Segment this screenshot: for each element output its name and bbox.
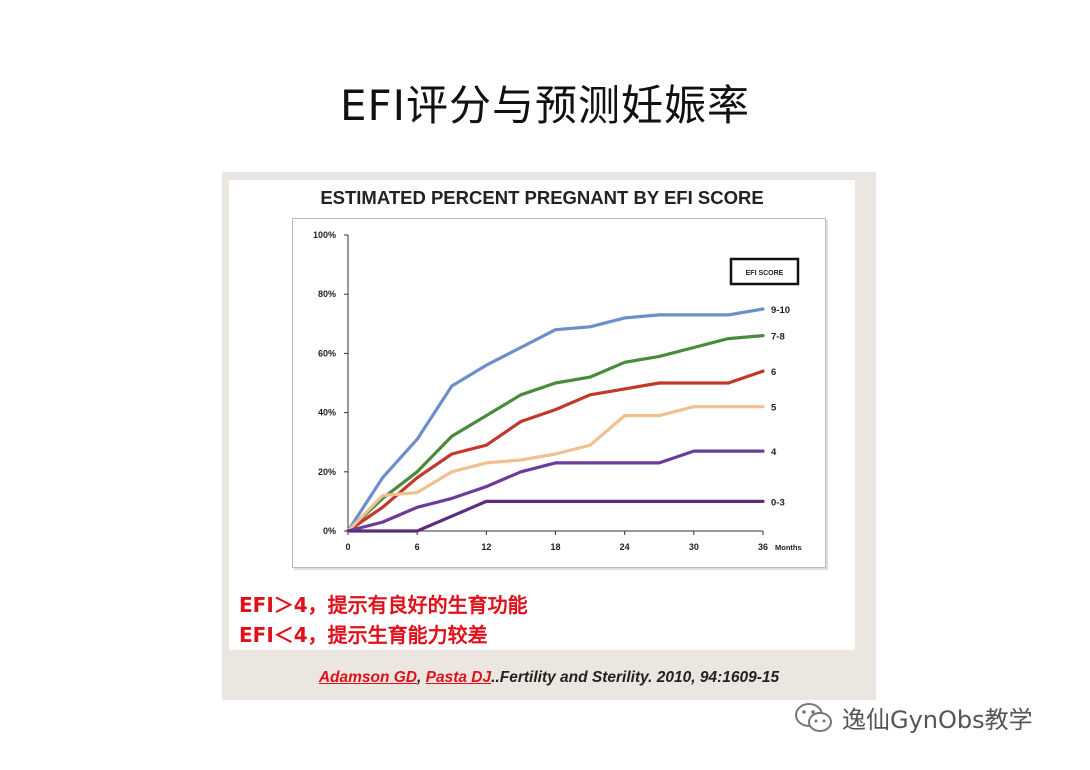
citation: Adamson GD, Pasta DJ..Fertility and Ster… [222,669,876,687]
citation-rest: ..Fertility and Sterility. 2010, 94:1609… [491,669,780,686]
watermark-text: 逸仙GynObs教学 [842,706,1033,734]
chart-box: 0% 20% 40% 60% 80% 100% 0 6 12 18 24 30 36 Months 9-10… [292,218,826,568]
series-line-7-8 [346,333,765,533]
y-tick-label: 20% [318,467,336,477]
note-line-1: EFI＞4，提示有良好的生育功能 [239,593,528,617]
x-tick-label: 12 [481,542,491,552]
slide-title: EFI评分与预测妊娠率 [339,81,751,130]
y-tick-label: 60% [318,348,336,358]
figure-inner: ESTIMATED PERCENT PREGNANT BY EFI SCORE … [229,180,855,650]
y-tick-label: 80% [318,289,336,299]
x-tick-label: 18 [550,542,560,552]
citation-sep: , [417,669,426,686]
x-tick-label: 0 [345,542,350,552]
author-link-1[interactable]: Adamson GD [318,669,418,686]
series-label: 0-3 [771,497,785,508]
series-line-0-3 [346,499,765,533]
x-tick-label: 24 [620,542,630,552]
y-tick-label: 40% [318,408,336,418]
line-chart: 0% 20% 40% 60% 80% 100% 0 6 12 18 24 30 36 Months 9-10… [313,230,802,552]
series-label: 6 [771,367,776,378]
series-label: 9-10 [771,305,790,316]
series-label: 5 [771,403,777,414]
legend-box [729,257,800,286]
series-label: 4 [771,447,777,458]
series-line-4 [346,449,765,533]
x-tick-label: 36 [758,542,768,552]
note-line-2: EFI＜4，提示生育能力较差 [239,623,488,647]
series-line-9-10 [346,307,765,533]
legend-title: EFI SCORE [746,270,784,277]
y-tick-label: 100% [313,230,336,240]
x-axis-label: Months [775,543,802,552]
x-tick-label: 6 [415,542,420,552]
watermark: 逸仙GynObs教学 [794,700,1033,735]
wechat-icon [795,702,832,732]
chart-title: ESTIMATED PERCENT PREGNANT BY EFI SCORE [320,187,764,208]
series-line-6 [346,369,765,533]
y-tick-label: 0% [323,526,336,536]
author-link-2[interactable]: Pasta DJ [425,669,492,686]
series-line-5 [346,405,765,533]
notes: EFI＞4，提示有良好的生育功能 EFI＜4，提示生育能力较差 [239,590,528,650]
series-label: 7-8 [771,332,785,343]
figure-panel: ESTIMATED PERCENT PREGNANT BY EFI SCORE … [222,172,876,700]
x-tick-label: 30 [689,542,699,552]
